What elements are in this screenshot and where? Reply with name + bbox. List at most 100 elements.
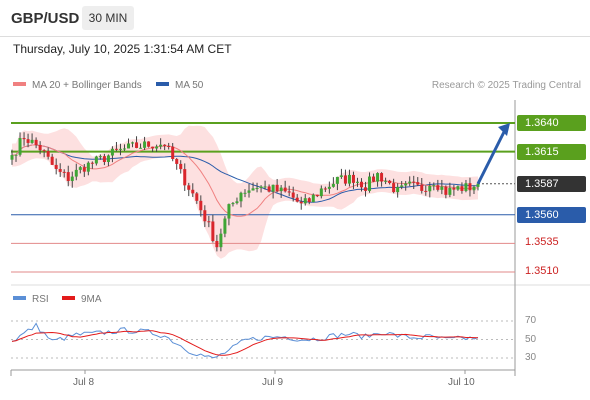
candle-body	[279, 187, 283, 192]
ma9-label: 9MA	[81, 294, 102, 305]
candle-body	[203, 210, 207, 222]
candle-body	[319, 188, 323, 197]
rsi-line	[11, 322, 479, 359]
candle-body	[335, 176, 339, 184]
header-bar: GBP/USD 30 MIN	[0, 0, 590, 36]
legend-9ma: 9MA	[62, 294, 102, 305]
legend-rsi: RSI	[13, 294, 49, 305]
forecast-arrow	[476, 123, 510, 185]
candle-body	[127, 143, 130, 149]
candle-body	[372, 176, 376, 182]
candle-body	[428, 185, 432, 192]
candle-body	[360, 181, 363, 188]
candle-body	[464, 183, 468, 191]
rsi-tick-50: 50	[525, 333, 537, 345]
candle-body	[195, 193, 199, 201]
candle-body	[275, 184, 279, 192]
candle-body	[420, 184, 424, 191]
level-label-1-3587: 1.3587	[517, 175, 586, 192]
candle-body	[444, 186, 448, 195]
candle-body	[191, 189, 195, 194]
candle-body	[171, 146, 175, 160]
candle-body	[118, 148, 122, 150]
candle-body	[476, 183, 480, 187]
candle-body	[54, 164, 58, 170]
candle-body	[388, 180, 392, 184]
candle-body	[235, 201, 239, 204]
candle-body	[376, 173, 380, 182]
candle-body	[355, 181, 359, 183]
candle-body	[183, 169, 187, 186]
candle-body	[114, 148, 118, 150]
candle-body	[255, 187, 259, 189]
candle-body	[412, 181, 416, 183]
copyright-text: Research © 2025 Trading Central	[431, 80, 581, 91]
x-tick-jul10: Jul 10	[448, 377, 475, 388]
candle-body	[408, 181, 412, 184]
candle-body	[131, 142, 135, 144]
candle-body	[396, 186, 400, 193]
candle-body	[404, 183, 408, 186]
candle-body	[50, 156, 54, 165]
timeframe-button[interactable]: 30 MIN	[82, 6, 134, 30]
candle-body	[155, 146, 159, 149]
candle-body	[436, 185, 440, 190]
candle-body	[440, 186, 444, 190]
candle-body	[147, 141, 151, 147]
level-lines	[11, 122, 515, 273]
candle-body	[331, 183, 335, 187]
candle-body	[307, 198, 311, 203]
candle-body	[299, 201, 303, 204]
candle-body	[384, 180, 388, 182]
candle-body	[207, 221, 211, 223]
candle-body	[227, 204, 231, 219]
candle-body	[380, 173, 384, 182]
candle-body	[287, 191, 291, 193]
candle-body	[472, 186, 476, 191]
ma50-line	[11, 144, 479, 203]
candle-body	[347, 174, 351, 184]
candle-body	[283, 187, 287, 192]
candle-body	[14, 154, 18, 156]
candle-body	[199, 200, 203, 211]
x-tick-jul9: Jul 9	[262, 377, 284, 388]
candle-body	[456, 186, 460, 190]
currency-pair-title: GBP/USD	[11, 10, 80, 27]
candle-body	[315, 194, 319, 197]
candle-body	[110, 148, 114, 156]
rsi-label: RSI	[32, 294, 49, 305]
candle-body	[424, 190, 428, 192]
legend-ma20: MA 20 + Bollinger Bands	[13, 80, 142, 91]
candle-body	[70, 176, 74, 181]
candle-body	[102, 156, 106, 162]
level-label-1-3560: 1.3560	[517, 206, 586, 223]
forecast-arrowhead	[498, 123, 510, 136]
candle-body	[239, 192, 243, 202]
candle-body	[163, 144, 167, 146]
candle-body	[327, 186, 331, 189]
candle-body	[339, 175, 343, 177]
chart-frame	[10, 100, 590, 376]
candle-body	[94, 156, 98, 164]
ma20-swatch	[13, 82, 26, 87]
ma9-swatch	[62, 296, 75, 301]
candle-body	[86, 162, 90, 172]
candle-body	[231, 203, 235, 205]
candle-body	[74, 169, 78, 177]
candle-body	[82, 167, 86, 172]
level-label-1-3535: 1.3535	[525, 236, 559, 249]
candle-body	[175, 159, 179, 164]
candle-body	[98, 156, 102, 158]
candle-body	[392, 183, 396, 193]
candle-body	[343, 175, 347, 184]
rsi-tick-30: 30	[525, 352, 537, 363]
candle-body	[10, 155, 14, 160]
candle-body	[211, 221, 215, 241]
candle-body	[219, 233, 223, 248]
candle-body	[271, 184, 275, 192]
level-label-1-3640: 1.3640	[517, 115, 586, 131]
candle-body	[122, 148, 126, 150]
candle-body	[18, 138, 22, 155]
candle-body	[26, 139, 30, 143]
